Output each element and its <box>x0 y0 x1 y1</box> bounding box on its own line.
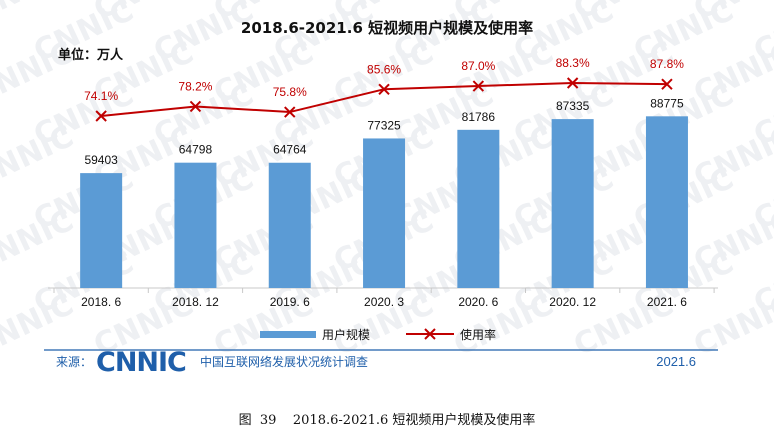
x-tick-label: 2020. 3 <box>364 295 404 309</box>
line-marker <box>472 80 485 92</box>
line-value-label: 87.8% <box>650 57 684 71</box>
bar-value-label: 64798 <box>179 143 213 157</box>
legend: 用户规模 使用率 <box>260 327 496 342</box>
legend-line-label: 使用率 <box>460 327 496 342</box>
watermark-text: CNNIC <box>0 119 79 195</box>
line-marker <box>566 77 579 89</box>
x-tick-label: 2021. 6 <box>647 295 687 309</box>
legend-line-marker <box>424 328 436 340</box>
bar <box>363 138 406 288</box>
line-value-label: 87.0% <box>461 59 495 73</box>
bar <box>80 173 123 288</box>
bar-value-label: 81786 <box>462 110 496 124</box>
line-value-label: 75.8% <box>273 85 307 99</box>
line-value-label: 78.2% <box>178 79 212 93</box>
watermark-text: CNNIC <box>689 287 774 363</box>
bar-value-label: 59403 <box>84 153 118 167</box>
line-value-label: 74.1% <box>84 89 118 103</box>
cnnic-logo: CNNIC <box>96 347 186 378</box>
watermark-text: CNNIC <box>0 35 79 111</box>
x-tick-label: 2020. 12 <box>549 295 596 309</box>
bar-value-label: 87335 <box>556 99 590 113</box>
line-value-label: 88.3% <box>556 56 590 70</box>
line-marker <box>95 110 107 122</box>
x-tick-label: 2019. 6 <box>270 295 310 309</box>
source-label: 来源： <box>56 355 92 369</box>
legend-bar-swatch <box>260 331 316 338</box>
source-org: 中国互联网络发展状况统计调查 <box>200 354 368 369</box>
bar <box>268 162 311 288</box>
line-marker <box>284 106 296 118</box>
figure-caption: 图 39 2018.6-2021.6 短视频用户规模及使用率 <box>239 412 536 428</box>
bar-value-label: 88775 <box>650 96 684 110</box>
bar-value-label: 77325 <box>367 118 401 132</box>
watermark-text: CNNIC <box>0 287 79 363</box>
line-marker <box>661 78 673 90</box>
line-marker <box>378 83 390 95</box>
line-marker <box>189 100 202 113</box>
bar <box>645 116 688 289</box>
bar <box>174 162 217 288</box>
chart-title: 2018.6-2021.6 短视频用户规模及使用率 <box>241 19 533 37</box>
watermark-text: CNNIC <box>0 203 79 279</box>
unit-label: 单位：万人 <box>58 47 124 63</box>
bar <box>457 129 500 288</box>
x-tick-label: 2020. 6 <box>458 295 498 309</box>
source-date: 2021.6 <box>656 354 696 369</box>
x-tick-label: 2018. 6 <box>81 295 121 309</box>
x-tick-label: 2018. 12 <box>172 295 219 309</box>
bar-value-label: 64764 <box>273 143 307 157</box>
line-value-label: 85.6% <box>367 62 401 76</box>
legend-bar-label: 用户规模 <box>322 327 370 342</box>
bar <box>551 119 594 288</box>
